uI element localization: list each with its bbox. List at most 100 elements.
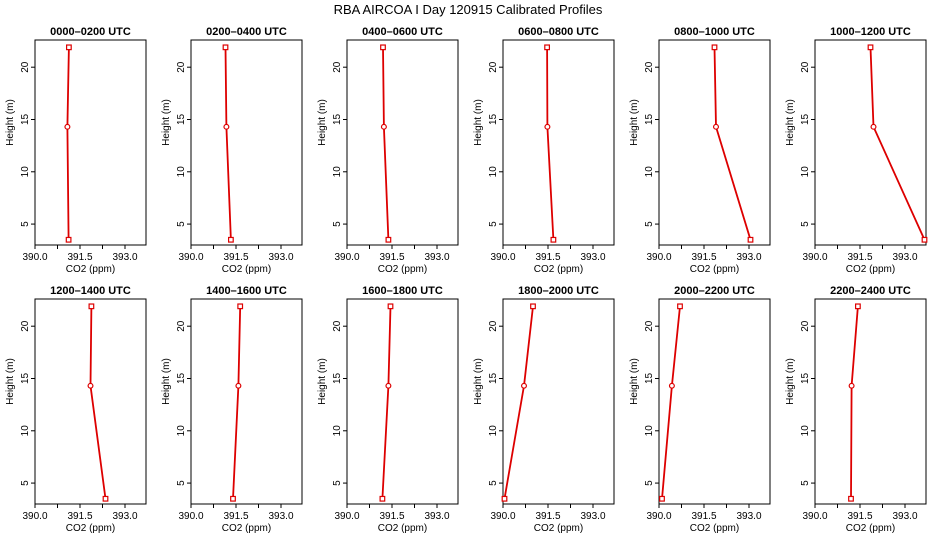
plot-frame bbox=[346, 298, 459, 505]
y-tick-label: 5 bbox=[20, 480, 31, 486]
x-axis-label: CO2 (ppm) bbox=[690, 264, 739, 275]
data-point bbox=[544, 123, 551, 130]
x-tick-label: 393.0 bbox=[268, 252, 293, 263]
data-point bbox=[712, 123, 719, 130]
plot-frame bbox=[658, 39, 771, 246]
y-tick-label: 15 bbox=[644, 113, 655, 125]
profile-line bbox=[224, 47, 232, 240]
data-point bbox=[222, 44, 229, 51]
y-tick-label: 20 bbox=[644, 61, 655, 73]
x-tick-label: 393.0 bbox=[424, 511, 449, 522]
profile-line bbox=[66, 47, 70, 240]
data-point bbox=[87, 382, 94, 389]
y-tick-label: 20 bbox=[800, 61, 811, 73]
x-tick-label: 391.5 bbox=[223, 252, 248, 263]
x-tick-label: 390.0 bbox=[178, 511, 203, 522]
y-tick-label: 5 bbox=[800, 480, 811, 486]
y-tick-label: 10 bbox=[488, 425, 499, 437]
data-point bbox=[380, 44, 386, 51]
y-axis-label: Height (m) bbox=[473, 99, 484, 146]
data-point bbox=[235, 382, 242, 389]
data-point bbox=[668, 382, 675, 389]
x-axis-label: CO2 (ppm) bbox=[846, 523, 895, 534]
panel-title: 2000–2200 UTC bbox=[674, 285, 755, 297]
y-tick-label: 5 bbox=[800, 221, 811, 227]
data-point bbox=[223, 123, 230, 130]
data-point bbox=[230, 495, 236, 502]
x-tick-label: 391.5 bbox=[847, 511, 872, 522]
x-tick-label: 390.0 bbox=[22, 511, 47, 522]
plot-frame bbox=[346, 39, 459, 246]
y-tick-label: 20 bbox=[20, 320, 31, 332]
y-tick-label: 5 bbox=[332, 480, 343, 486]
data-point bbox=[848, 495, 854, 502]
x-axis-label: CO2 (ppm) bbox=[846, 264, 895, 275]
x-tick-label: 391.5 bbox=[691, 511, 716, 522]
y-axis-label: Height (m) bbox=[161, 358, 172, 405]
data-point bbox=[64, 123, 71, 130]
data-point bbox=[530, 303, 536, 310]
x-tick-label: 390.0 bbox=[178, 252, 203, 263]
y-tick-label: 20 bbox=[488, 320, 499, 332]
profile-line bbox=[89, 306, 107, 499]
plot-frame bbox=[814, 298, 927, 505]
data-point bbox=[380, 123, 387, 130]
plot-frame bbox=[658, 298, 771, 505]
y-tick-label: 15 bbox=[800, 113, 811, 125]
x-tick-label: 393.0 bbox=[580, 252, 605, 263]
panel-title: 2200–2400 UTC bbox=[830, 285, 911, 297]
y-tick-label: 15 bbox=[176, 372, 187, 384]
x-axis-label: CO2 (ppm) bbox=[690, 523, 739, 534]
y-tick-label: 5 bbox=[488, 221, 499, 227]
data-point bbox=[237, 303, 244, 310]
x-tick-label: 390.0 bbox=[490, 511, 515, 522]
y-tick-label: 10 bbox=[488, 166, 499, 178]
data-point bbox=[65, 236, 72, 243]
x-tick-label: 390.0 bbox=[802, 252, 827, 263]
x-tick-label: 391.5 bbox=[67, 252, 92, 263]
y-axis-label: Height (m) bbox=[473, 358, 484, 405]
x-tick-label: 391.5 bbox=[67, 511, 92, 522]
y-axis-label: Height (m) bbox=[161, 99, 172, 146]
y-tick-label: 5 bbox=[644, 480, 655, 486]
data-point bbox=[867, 44, 874, 51]
y-tick-label: 15 bbox=[800, 372, 811, 384]
y-tick-label: 15 bbox=[644, 372, 655, 384]
x-axis-label: CO2 (ppm) bbox=[378, 264, 427, 275]
x-tick-label: 390.0 bbox=[334, 511, 359, 522]
y-tick-label: 10 bbox=[176, 166, 187, 178]
y-axis-label: Height (m) bbox=[629, 99, 640, 146]
panel-title: 0800–1000 UTC bbox=[674, 26, 755, 38]
x-axis-label: CO2 (ppm) bbox=[66, 264, 115, 275]
y-tick-label: 10 bbox=[20, 166, 31, 178]
x-tick-label: 390.0 bbox=[22, 252, 47, 263]
data-point bbox=[65, 44, 72, 51]
y-tick-label: 5 bbox=[176, 480, 187, 486]
y-tick-label: 10 bbox=[800, 166, 811, 178]
y-axis-label: Height (m) bbox=[317, 99, 328, 146]
y-tick-label: 20 bbox=[800, 320, 811, 332]
y-tick-label: 10 bbox=[332, 425, 343, 437]
data-point bbox=[501, 495, 508, 502]
x-tick-label: 393.0 bbox=[892, 252, 917, 263]
y-tick-label: 10 bbox=[332, 166, 343, 178]
y-axis-label: Height (m) bbox=[785, 99, 796, 146]
x-tick-label: 393.0 bbox=[112, 511, 137, 522]
profile-line bbox=[546, 47, 555, 240]
x-tick-label: 391.5 bbox=[691, 252, 716, 263]
x-axis-label: CO2 (ppm) bbox=[222, 523, 271, 534]
profile-line bbox=[661, 306, 681, 499]
x-tick-label: 391.5 bbox=[223, 511, 248, 522]
y-axis-label: Height (m) bbox=[5, 358, 16, 405]
plot-frame bbox=[502, 298, 615, 505]
x-axis-label: CO2 (ppm) bbox=[534, 523, 583, 534]
y-tick-label: 15 bbox=[488, 372, 499, 384]
